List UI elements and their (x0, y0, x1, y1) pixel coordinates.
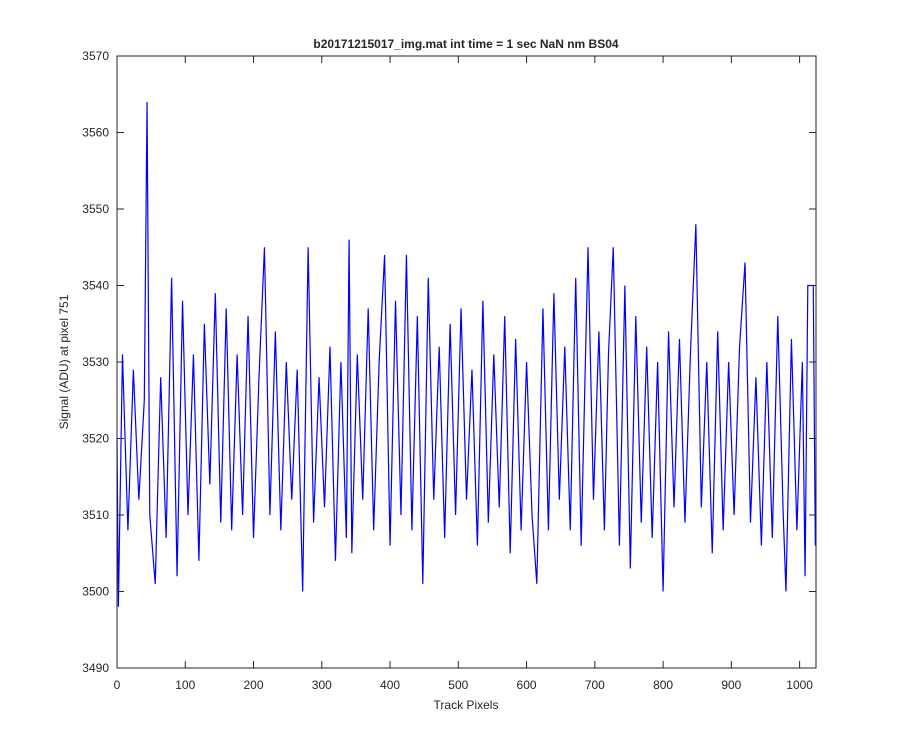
data-line (116, 101, 816, 607)
x-tick-label: 300 (312, 678, 332, 692)
chart-title: b20171215017_img.mat int time = 1 sec Na… (313, 37, 618, 51)
x-axis-label: Track Pixels (434, 698, 499, 712)
x-tick-label: 400 (380, 678, 400, 692)
x-tick-label: 100 (175, 678, 195, 692)
y-tick-label: 3510 (82, 508, 109, 522)
x-tick-label: 700 (585, 678, 605, 692)
x-tick-label: 900 (721, 678, 741, 692)
x-tick-label: 500 (448, 678, 468, 692)
y-tick-label: 3500 (82, 585, 109, 599)
y-tick-label: 3560 (82, 126, 109, 140)
y-tick-label: 3550 (82, 202, 109, 216)
y-axis-label: Signal (ADU) at pixel 751 (57, 294, 71, 429)
y-tick-label: 3520 (82, 432, 109, 446)
y-tick-label: 3570 (82, 49, 109, 63)
x-tick-label: 0 (114, 678, 121, 692)
y-tick-label: 3540 (82, 279, 109, 293)
y-tick-label: 3530 (82, 355, 109, 369)
y-tick-label: 3490 (82, 661, 109, 675)
x-tick-label: 1000 (786, 678, 813, 692)
x-tick-label: 200 (244, 678, 264, 692)
x-tick-label: 600 (517, 678, 537, 692)
x-tick-label: 800 (653, 678, 673, 692)
